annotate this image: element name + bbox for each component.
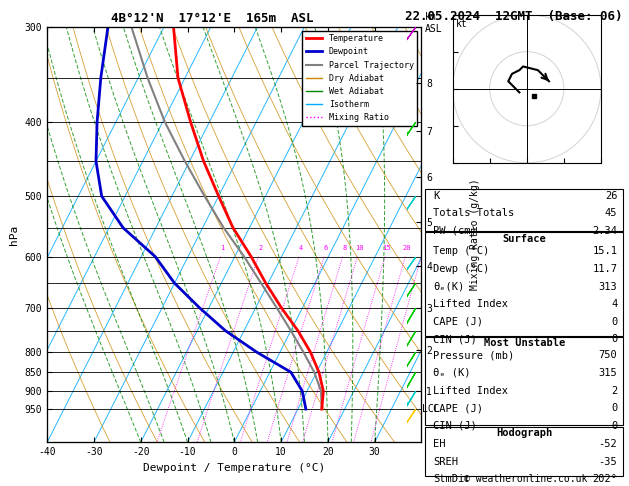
- Legend: Temperature, Dewpoint, Parcel Trajectory, Dry Adiabat, Wet Adiabat, Isotherm, Mi: Temperature, Dewpoint, Parcel Trajectory…: [303, 31, 417, 125]
- Text: © weatheronline.co.uk: © weatheronline.co.uk: [464, 473, 587, 484]
- Text: Surface: Surface: [503, 234, 546, 244]
- Text: -52: -52: [599, 439, 618, 449]
- Text: 6: 6: [324, 245, 328, 251]
- Text: Temp (°C): Temp (°C): [433, 246, 489, 257]
- Text: PW (cm): PW (cm): [433, 226, 477, 236]
- Text: 20: 20: [403, 245, 411, 251]
- Text: kt: kt: [455, 19, 467, 29]
- Text: Hodograph: Hodograph: [496, 428, 552, 437]
- Text: 0: 0: [611, 334, 618, 344]
- Text: CAPE (J): CAPE (J): [433, 317, 483, 327]
- Text: Totals Totals: Totals Totals: [433, 208, 515, 218]
- Text: K: K: [433, 191, 440, 201]
- Y-axis label: Mixing Ratio (g/kg): Mixing Ratio (g/kg): [470, 179, 480, 290]
- Text: 750: 750: [599, 350, 618, 360]
- Text: 45: 45: [605, 208, 618, 218]
- Text: 15.1: 15.1: [593, 246, 618, 257]
- Text: LCL: LCL: [422, 404, 440, 414]
- Text: km
ASL: km ASL: [425, 12, 442, 34]
- Text: 313: 313: [599, 281, 618, 292]
- Bar: [425, 337, 623, 425]
- Text: 22.05.2024  12GMT  (Base: 06): 22.05.2024 12GMT (Base: 06): [405, 10, 623, 23]
- Bar: [425, 232, 623, 336]
- Text: 315: 315: [599, 368, 618, 378]
- Text: 4B°12'N  17°12'E  165m  ASL: 4B°12'N 17°12'E 165m ASL: [111, 12, 313, 25]
- Text: 2.34: 2.34: [593, 226, 618, 236]
- Text: 10: 10: [355, 245, 364, 251]
- Text: 26: 26: [605, 191, 618, 201]
- Text: 4: 4: [299, 245, 303, 251]
- Text: 1: 1: [220, 245, 225, 251]
- Text: 8: 8: [342, 245, 347, 251]
- Text: 4: 4: [611, 299, 618, 309]
- Text: Pressure (mb): Pressure (mb): [433, 350, 515, 360]
- Text: CAPE (J): CAPE (J): [433, 403, 483, 413]
- Y-axis label: hPa: hPa: [9, 225, 19, 244]
- Text: Most Unstable: Most Unstable: [484, 338, 565, 348]
- Text: 202°: 202°: [593, 474, 618, 485]
- Text: SREH: SREH: [433, 457, 458, 467]
- Text: θₑ(K): θₑ(K): [433, 281, 464, 292]
- Text: EH: EH: [433, 439, 445, 449]
- Bar: [425, 189, 623, 231]
- Text: Dewp (°C): Dewp (°C): [433, 264, 489, 274]
- Text: Lifted Index: Lifted Index: [433, 299, 508, 309]
- X-axis label: Dewpoint / Temperature (°C): Dewpoint / Temperature (°C): [143, 463, 325, 473]
- Text: 0: 0: [611, 403, 618, 413]
- Text: θₑ (K): θₑ (K): [433, 368, 470, 378]
- Text: CIN (J): CIN (J): [433, 421, 477, 431]
- Text: 11.7: 11.7: [593, 264, 618, 274]
- Text: StmDir: StmDir: [433, 474, 470, 485]
- Text: 15: 15: [382, 245, 391, 251]
- Bar: [425, 427, 623, 476]
- Text: 0: 0: [611, 317, 618, 327]
- Text: Lifted Index: Lifted Index: [433, 385, 508, 396]
- Text: 2: 2: [258, 245, 262, 251]
- Text: 2: 2: [611, 385, 618, 396]
- Text: -35: -35: [599, 457, 618, 467]
- Text: CIN (J): CIN (J): [433, 334, 477, 344]
- Text: 0: 0: [611, 421, 618, 431]
